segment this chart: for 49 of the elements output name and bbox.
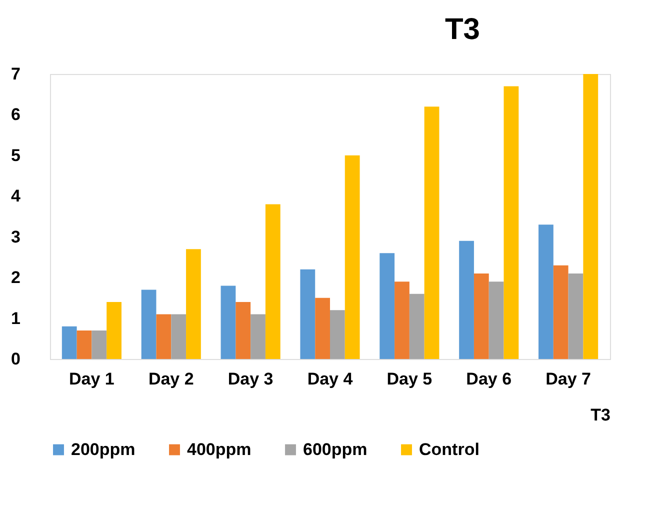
bar (76, 330, 92, 359)
x-tick-label: Day 6 (466, 370, 512, 388)
bar (62, 326, 77, 359)
y-tick-label: 1 (11, 308, 20, 328)
y-tick-label: 7 (11, 64, 20, 84)
bar (300, 269, 316, 359)
bar (394, 282, 410, 359)
y-tick-label: 6 (11, 105, 20, 124)
y-tick-label: 0 (11, 350, 20, 368)
x-tick-label: Day 1 (69, 370, 114, 388)
bar (459, 240, 474, 359)
x-axis-title: T3 (590, 406, 610, 424)
bar (265, 204, 280, 359)
legend-label: Control (419, 440, 480, 459)
bar (236, 302, 251, 359)
bar (330, 310, 345, 359)
bar (538, 224, 554, 359)
bar (344, 155, 360, 359)
bar (171, 314, 186, 359)
bar (380, 253, 395, 359)
y-tick-label: 5 (11, 146, 20, 165)
x-tick-label: Day 4 (307, 370, 354, 388)
y-tick-label: 2 (11, 268, 20, 288)
x-tick-label: Day 3 (228, 370, 274, 388)
y-tick-label: 3 (11, 227, 20, 246)
bar (488, 282, 504, 359)
bar (409, 294, 424, 359)
bar (474, 274, 489, 359)
bar (186, 249, 201, 359)
bar (424, 106, 440, 359)
bar (553, 265, 568, 359)
legend-label: 400ppm (187, 440, 252, 459)
bar (568, 274, 584, 359)
bar (220, 286, 236, 359)
bar (106, 302, 122, 359)
y-tick-label: 4 (11, 186, 22, 206)
legend-label: 200ppm (71, 440, 136, 459)
x-tick-label: Day 5 (386, 370, 432, 388)
bar (92, 330, 107, 359)
bar (250, 314, 266, 359)
legend-label: 600ppm (303, 440, 368, 459)
chart-title: T3 (444, 13, 480, 46)
bar (315, 298, 330, 359)
bar (156, 314, 172, 359)
bar (583, 74, 598, 359)
x-tick-label: Day 2 (148, 370, 194, 388)
bar (504, 86, 519, 359)
x-tick-label: Day 7 (546, 370, 591, 388)
bar (141, 290, 156, 359)
